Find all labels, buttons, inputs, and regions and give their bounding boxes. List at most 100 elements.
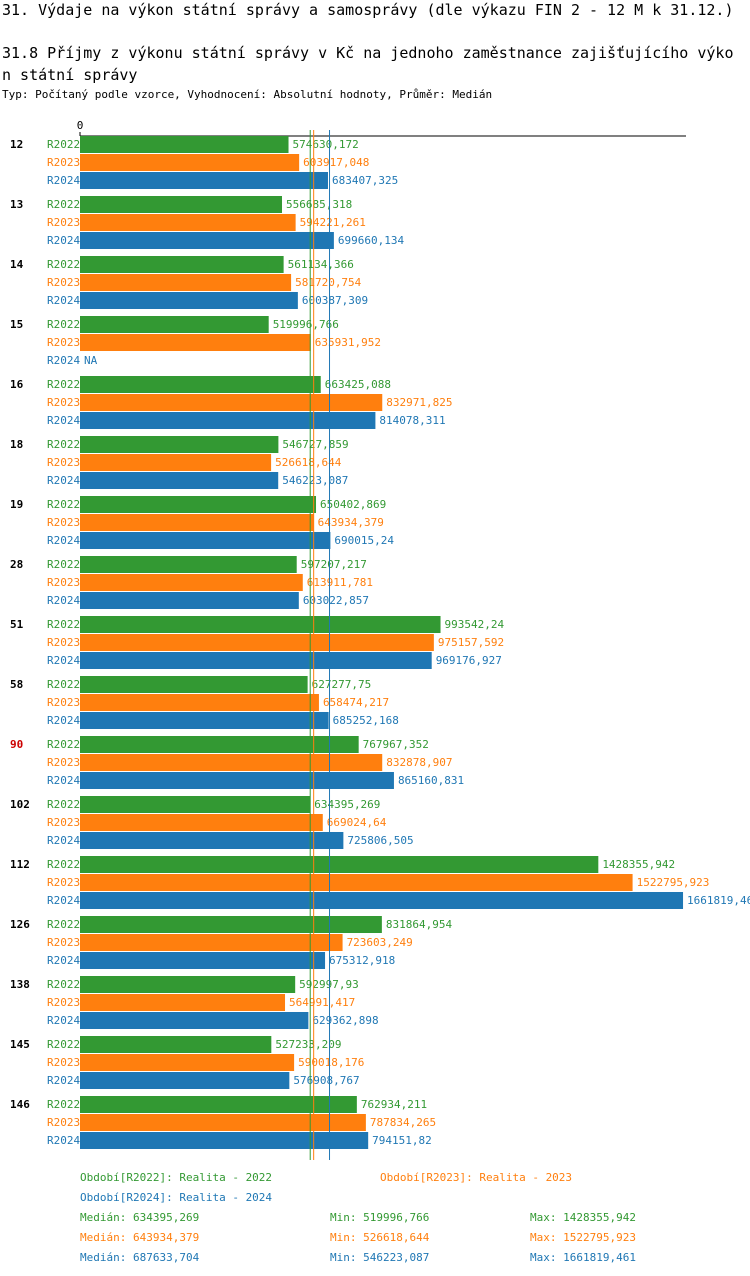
row-label: R2022 (47, 918, 80, 931)
legend-entry: Období[R2022]: Realita - 2022 (80, 1171, 272, 1184)
row-label: R2024 (47, 234, 80, 247)
category-label: 58 (10, 678, 23, 691)
value-label: 1428355,942 (602, 858, 675, 871)
value-label: 832971,825 (386, 396, 452, 409)
value-label: 519996,766 (273, 318, 339, 331)
value-label: 663425,088 (325, 378, 391, 391)
bar (80, 694, 319, 711)
value-label: NA (84, 354, 98, 367)
bar (80, 1132, 369, 1149)
value-label: 643934,379 (318, 516, 384, 529)
value-label: 581720,754 (295, 276, 362, 289)
row-label: R2023 (47, 756, 80, 769)
value-label: 699660,134 (338, 234, 405, 247)
row-label: R2022 (47, 978, 80, 991)
row-label: R2022 (47, 438, 80, 451)
bar (80, 334, 311, 351)
value-label: 527233,209 (275, 1038, 341, 1051)
category-label: 51 (10, 618, 24, 631)
row-label: R2023 (47, 456, 80, 469)
value-label: 767967,352 (363, 738, 429, 751)
summary-stat: Max: 1428355,942 (530, 1211, 636, 1224)
value-label: 526618,644 (275, 456, 342, 469)
bar (80, 832, 344, 849)
bar (80, 574, 303, 591)
bar (80, 652, 432, 669)
bar (80, 172, 328, 189)
value-label: 831864,954 (386, 918, 453, 931)
value-label: 690015,24 (334, 534, 394, 547)
category-label: 16 (10, 378, 24, 391)
bar (80, 1054, 295, 1071)
bar (80, 772, 394, 789)
value-label: 603917,048 (303, 156, 369, 169)
value-label: 556685,318 (286, 198, 352, 211)
row-label: R2023 (47, 576, 80, 589)
bar (80, 796, 311, 813)
value-label: 627277,75 (312, 678, 372, 691)
bar (80, 814, 323, 831)
bar (80, 556, 297, 573)
category-label: 13 (10, 198, 23, 211)
summary-stat: Min: 526618,644 (330, 1231, 430, 1244)
chart-title: 31. Výdaje na výkon státní správy a samo… (2, 1, 734, 19)
row-label: R2022 (47, 618, 80, 631)
category-label: 145 (10, 1038, 30, 1051)
row-label: R2024 (47, 1074, 80, 1087)
summary-stat: Max: 1661819,461 (530, 1251, 636, 1264)
value-label: 546223,087 (282, 474, 348, 487)
value-label: 675312,918 (329, 954, 395, 967)
summary-stat: Min: 519996,766 (330, 1211, 429, 1224)
category-label: 138 (10, 978, 30, 991)
value-label: 787834,265 (370, 1116, 436, 1129)
value-label: 969176,927 (436, 654, 502, 667)
row-label: R2024 (47, 594, 80, 607)
value-label: 613911,781 (307, 576, 373, 589)
bar (80, 1114, 366, 1131)
row-label: R2024 (47, 474, 80, 487)
row-label: R2024 (47, 834, 80, 847)
x-tick-label: 0 (77, 119, 84, 132)
row-label: R2022 (47, 318, 80, 331)
row-label: R2023 (47, 636, 80, 649)
bar (80, 634, 434, 651)
row-label: R2023 (47, 276, 80, 289)
value-label: 794151,82 (372, 1134, 432, 1147)
row-label: R2022 (47, 738, 80, 751)
bar (80, 994, 286, 1011)
legend-entry: Období[R2023]: Realita - 2023 (380, 1171, 572, 1184)
value-label: 576908,767 (293, 1074, 359, 1087)
row-label: R2024 (47, 1134, 80, 1147)
row-label: R2023 (47, 216, 80, 229)
row-label: R2023 (47, 1116, 80, 1129)
row-label: R2022 (47, 498, 80, 511)
bar (80, 136, 289, 153)
bar (80, 496, 317, 513)
row-label: R2022 (47, 1038, 80, 1051)
bar (80, 1072, 290, 1089)
row-label: R2023 (47, 336, 80, 349)
bar (80, 274, 292, 291)
row-label: R2024 (47, 414, 80, 427)
row-label: R2022 (47, 198, 80, 211)
row-label: R2022 (47, 558, 80, 571)
bar (80, 592, 299, 609)
value-label: 685252,168 (333, 714, 399, 727)
bar (80, 736, 359, 753)
row-label: R2023 (47, 876, 80, 889)
bar (80, 196, 283, 213)
value-label: 546727,859 (282, 438, 348, 451)
bar (80, 874, 633, 891)
bar (80, 892, 684, 909)
value-label: 658474,217 (323, 696, 389, 709)
bar (80, 472, 279, 489)
chart-subtitle: 31.8 Příjmy z výkonu státní správy v Kč … (2, 44, 734, 84)
value-label: 865160,831 (398, 774, 464, 787)
row-label: R2023 (47, 696, 80, 709)
value-label: 574630,172 (293, 138, 359, 151)
value-label: 650402,869 (320, 498, 386, 511)
category-label: 12 (10, 138, 23, 151)
row-label: R2024 (47, 534, 80, 547)
value-label: 723603,249 (347, 936, 413, 949)
